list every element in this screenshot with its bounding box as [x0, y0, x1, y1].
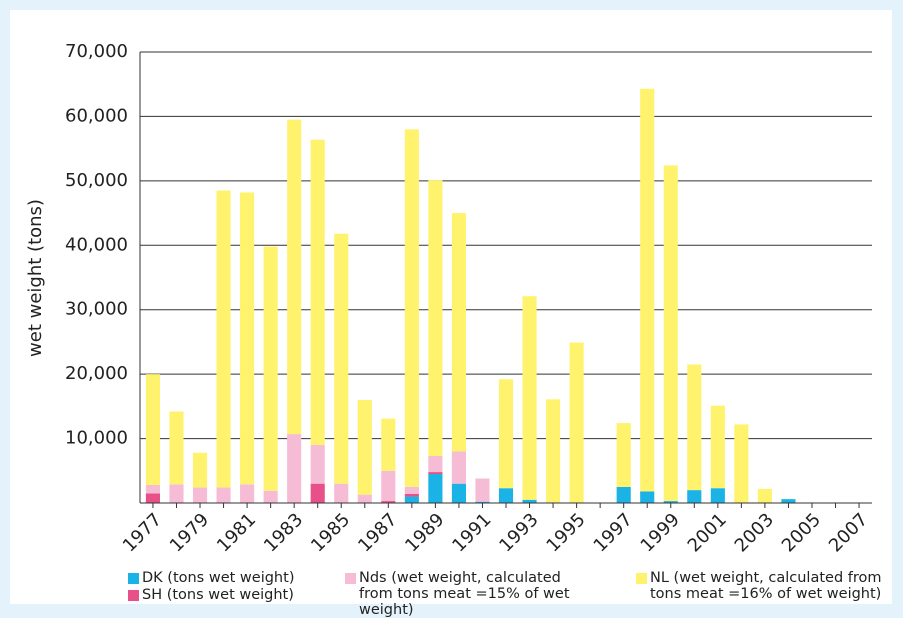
bar-segment — [710, 488, 725, 503]
chart-panel — [10, 10, 892, 604]
legend-label: DK (tons wet weight) — [142, 570, 295, 586]
bar-segment — [357, 399, 372, 495]
legend-item: SH (tons wet weight) — [128, 587, 338, 603]
bar-segment — [404, 129, 419, 487]
y-tick-label: 20,000 — [65, 363, 128, 384]
bar-segment — [334, 483, 349, 503]
y-axis-label: wet weight (tons) — [25, 199, 46, 357]
bar-segment — [498, 379, 514, 489]
legend-item: DK (tons wet weight) — [128, 570, 338, 586]
bar-segment — [663, 501, 678, 503]
bar-segment — [428, 474, 443, 503]
y-tick-label: 50,000 — [65, 170, 128, 191]
bar-segment — [522, 499, 537, 503]
bar-segment — [216, 190, 231, 488]
bar-segment — [451, 483, 466, 503]
bar-segment — [381, 501, 396, 503]
legend-label: SH (tons wet weight) — [142, 587, 294, 603]
bar-segment — [240, 192, 255, 485]
bar-segment — [404, 486, 419, 494]
bar-segment — [263, 246, 278, 491]
legend-item: NL (wet weight, calculated from tons mea… — [636, 570, 903, 602]
bar-segment — [546, 399, 561, 503]
bar-segment — [310, 483, 325, 503]
legend-swatch — [128, 590, 139, 601]
bar-segment — [428, 455, 443, 473]
bar-segment — [475, 478, 490, 502]
bar-segment — [428, 472, 443, 475]
y-tick-label: 30,000 — [65, 299, 128, 320]
bar-segment — [781, 499, 796, 503]
bar-segment — [616, 423, 631, 487]
bar-segment — [357, 494, 372, 503]
bar-segment — [640, 491, 655, 503]
bar-segment — [240, 484, 255, 503]
bar-segment — [381, 418, 396, 471]
bar-segment — [287, 434, 302, 503]
legend-swatch — [128, 573, 139, 584]
bar-segment — [640, 88, 655, 492]
bar-segment — [192, 452, 208, 488]
bar-segment — [310, 445, 325, 484]
bar-segment — [687, 364, 702, 491]
bar-segment — [451, 213, 466, 452]
bar-segment — [334, 233, 349, 484]
bar-segment — [710, 405, 725, 489]
bar-segment — [287, 119, 302, 435]
bar-segment — [569, 342, 584, 503]
legend-swatch — [345, 573, 356, 584]
bar-segment — [145, 374, 161, 485]
bar-segment — [428, 180, 443, 456]
legend-item: Nds (wet weight, calculated from tons me… — [345, 570, 595, 618]
bar-segment — [475, 501, 490, 503]
bar-segment — [687, 490, 702, 503]
legend-label: NL (wet weight, calculated from tons mea… — [650, 570, 882, 602]
bar-segment — [145, 484, 161, 494]
y-tick-label: 70,000 — [65, 41, 128, 62]
bar-segment — [522, 296, 537, 500]
legend-swatch — [636, 573, 647, 584]
bar-segment — [734, 424, 749, 503]
bar-segment — [310, 139, 325, 446]
bar-segment — [451, 451, 466, 484]
bar-segment — [169, 411, 184, 485]
y-tick-label: 40,000 — [65, 234, 128, 255]
bar-segment — [381, 470, 396, 502]
bar-segment — [145, 493, 161, 503]
legend-label: Nds (wet weight, calculated from tons me… — [359, 570, 570, 618]
bar-segment — [404, 496, 419, 503]
bar-segment — [616, 486, 631, 503]
bar-segment — [216, 487, 231, 503]
bar-segment — [192, 487, 208, 503]
y-tick-label: 60,000 — [65, 105, 128, 126]
bar-segment — [663, 165, 678, 502]
y-tick-label: 10,000 — [65, 428, 128, 449]
bar-segment — [263, 490, 278, 503]
bar-segment — [169, 484, 184, 503]
bar-segment — [404, 493, 419, 497]
bar-segment — [757, 488, 772, 503]
bar-segment — [498, 488, 514, 503]
